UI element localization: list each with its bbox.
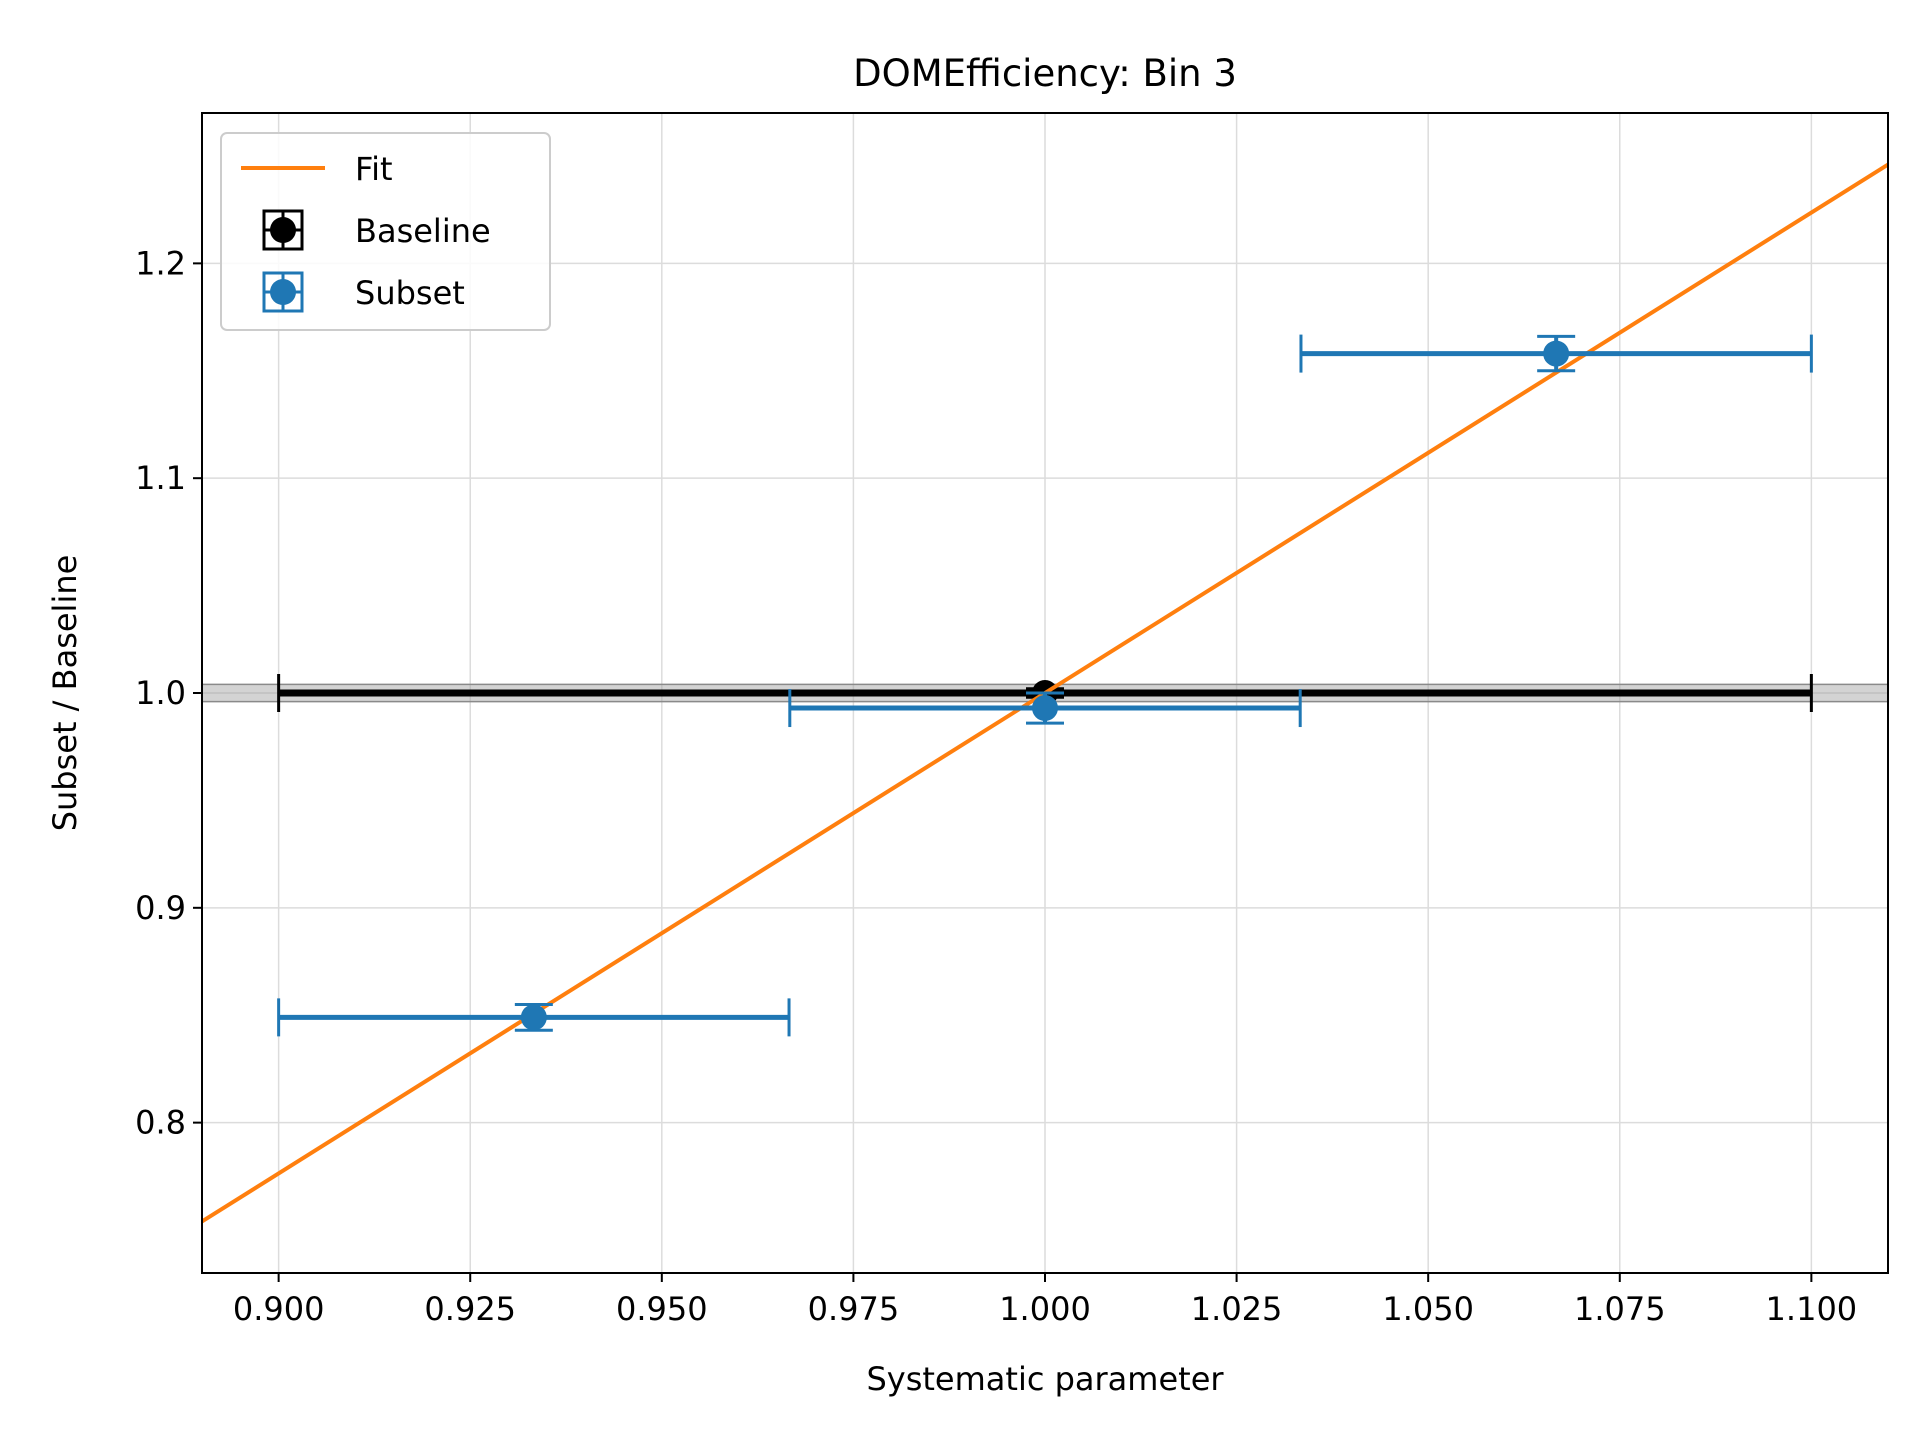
x-tick-label: 1.075 bbox=[1574, 1290, 1666, 1328]
x-tick-label: 1.100 bbox=[1766, 1290, 1858, 1328]
x-tick-label: 0.925 bbox=[424, 1290, 516, 1328]
legend-baseline-swatch-marker bbox=[270, 217, 296, 243]
y-axis-label: Subset / Baseline bbox=[46, 555, 84, 832]
legend-label: Fit bbox=[355, 150, 393, 188]
legend-label: Subset bbox=[355, 274, 465, 312]
subset-point bbox=[520, 1004, 547, 1031]
x-tick-label: 0.950 bbox=[616, 1290, 708, 1328]
subset-point bbox=[1543, 340, 1570, 367]
legend-label: Baseline bbox=[355, 212, 491, 250]
y-tick-label: 0.8 bbox=[135, 1104, 186, 1142]
y-tick-label: 1.0 bbox=[135, 674, 186, 712]
y-tick-label: 0.9 bbox=[135, 889, 186, 927]
legend-subset-swatch-marker bbox=[270, 279, 296, 305]
x-tick-label: 0.975 bbox=[808, 1290, 900, 1328]
tick-layer: 0.900 0.925 0.950 0.975 1.000 1.025 1.050 1.075… bbox=[135, 244, 1857, 1328]
x-tick-label: 1.000 bbox=[999, 1290, 1091, 1328]
x-axis-label: Systematic parameter bbox=[866, 1360, 1224, 1398]
subset-point bbox=[1032, 695, 1058, 722]
y-tick-label: 1.2 bbox=[135, 244, 186, 282]
y-tick-label: 1.1 bbox=[135, 459, 186, 497]
x-tick-label: 1.025 bbox=[1191, 1290, 1283, 1328]
chart-title: DOMEfficiency: Bin 3 bbox=[853, 52, 1237, 95]
x-tick-label: 1.050 bbox=[1382, 1290, 1474, 1328]
data-layer bbox=[200, 162, 1890, 1224]
x-tick-label: 0.900 bbox=[233, 1290, 325, 1328]
legend: Fit Baseline Subset bbox=[220, 132, 551, 331]
